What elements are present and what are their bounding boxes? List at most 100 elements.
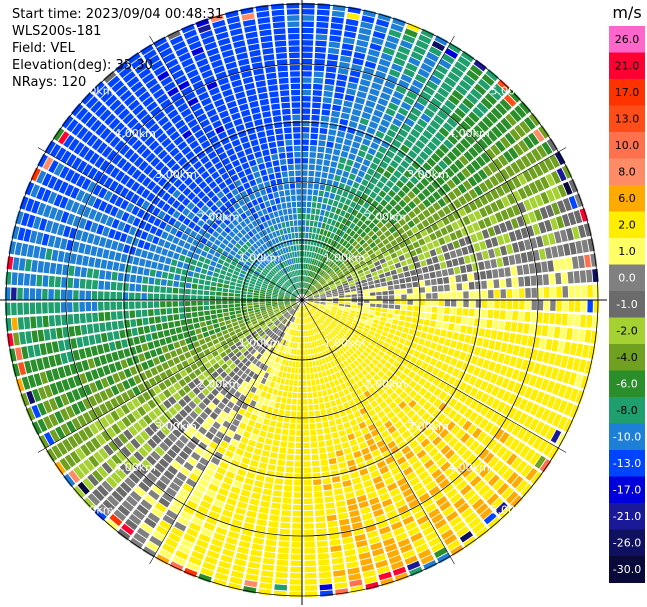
range-gate: [271, 297, 278, 299]
range-gate: [466, 264, 473, 273]
range-gate: [161, 315, 168, 323]
range-gate: [324, 287, 331, 291]
range-gate: [406, 134, 417, 144]
range-gate: [374, 249, 382, 256]
range-gate: [298, 330, 301, 337]
range-gate: [430, 97, 442, 108]
range-gate: [359, 207, 367, 214]
range-gate: [188, 264, 196, 272]
range-gate: [372, 31, 386, 40]
range-gate: [409, 249, 417, 257]
range-gate: [292, 361, 296, 368]
range-gate: [398, 79, 410, 89]
range-gate: [555, 215, 565, 229]
range-gate: [187, 270, 194, 277]
range-gate: [569, 342, 578, 356]
range-gate: [175, 327, 183, 334]
range-gate: [268, 521, 279, 528]
range-gate: [314, 372, 319, 379]
range-gate: [320, 302, 326, 305]
range-gate: [253, 292, 259, 296]
range-gate: [384, 80, 396, 90]
range-gate: [510, 495, 523, 509]
range-gate: [48, 315, 55, 327]
range-gate: [407, 150, 418, 159]
range-gate: [384, 230, 392, 238]
range-gate: [284, 379, 290, 385]
range-gate: [437, 254, 445, 262]
range-gate: [312, 306, 317, 311]
range-gate: [314, 296, 320, 298]
range-gate: [318, 397, 324, 404]
range-gate: [311, 252, 315, 258]
range-gate: [345, 427, 353, 435]
range-gate: [349, 222, 356, 230]
range-gate: [335, 259, 341, 265]
range-gate: [427, 195, 436, 204]
range-gate: [557, 384, 567, 398]
range-gate: [333, 241, 339, 248]
range-gate: [423, 319, 430, 326]
range-gate: [315, 522, 326, 529]
range-gate: [302, 71, 312, 77]
range-gate: [307, 277, 311, 283]
range-gate: [449, 163, 460, 174]
range-gate: [79, 302, 85, 312]
range-gate: [368, 310, 375, 315]
range-gate: [470, 159, 481, 171]
range-gate: [404, 340, 412, 347]
range-gate: [482, 338, 490, 348]
range-gate: [541, 325, 549, 337]
range-gate: [191, 289, 197, 295]
range-gate: [308, 398, 313, 405]
range-gate: [392, 118, 403, 127]
range-gate: [467, 424, 478, 435]
range-gate: [569, 388, 579, 402]
range-gate: [344, 212, 351, 219]
range-gate: [84, 347, 93, 358]
range-gate: [319, 447, 327, 454]
range-gate: [303, 479, 312, 486]
range-gate: [450, 300, 457, 307]
range-gate: [372, 245, 379, 252]
range-gate: [166, 301, 172, 308]
range-gate: [331, 406, 339, 413]
range-gate: [518, 139, 529, 153]
range-gate: [369, 292, 376, 296]
range-gate: [394, 289, 401, 295]
range-gate: [303, 430, 310, 436]
range-gate: [457, 256, 465, 265]
range-gate: [111, 321, 118, 330]
range-gate: [442, 155, 453, 166]
range-gate: [550, 300, 556, 311]
range-gate: [377, 125, 388, 134]
range-gate: [204, 310, 210, 316]
range-gate: [385, 150, 395, 159]
range-gate: [153, 339, 161, 348]
range-gate: [542, 274, 549, 285]
range-gate: [287, 366, 292, 373]
range-gate: [421, 412, 431, 422]
range-gate: [278, 541, 290, 548]
range-gate: [376, 300, 382, 304]
range-gate: [58, 340, 66, 352]
range-gate: [346, 12, 360, 21]
range-gate: [438, 307, 444, 314]
range-gate: [407, 300, 413, 305]
range-gate: [84, 244, 92, 255]
range-gate: [215, 296, 222, 300]
range-gate: [348, 173, 356, 181]
range-gate: [309, 278, 313, 284]
range-gate: [147, 293, 154, 300]
range-gate: [532, 223, 541, 236]
range-gate: [311, 258, 315, 265]
range-gate: [24, 316, 31, 330]
range-gate: [298, 386, 302, 393]
range-gate: [490, 258, 498, 269]
range-gate: [367, 317, 374, 323]
range-gate: [495, 185, 505, 197]
range-gate: [467, 213, 477, 223]
range-gate: [323, 257, 329, 264]
range-gate: [400, 144, 410, 154]
range-gate: [435, 246, 443, 255]
